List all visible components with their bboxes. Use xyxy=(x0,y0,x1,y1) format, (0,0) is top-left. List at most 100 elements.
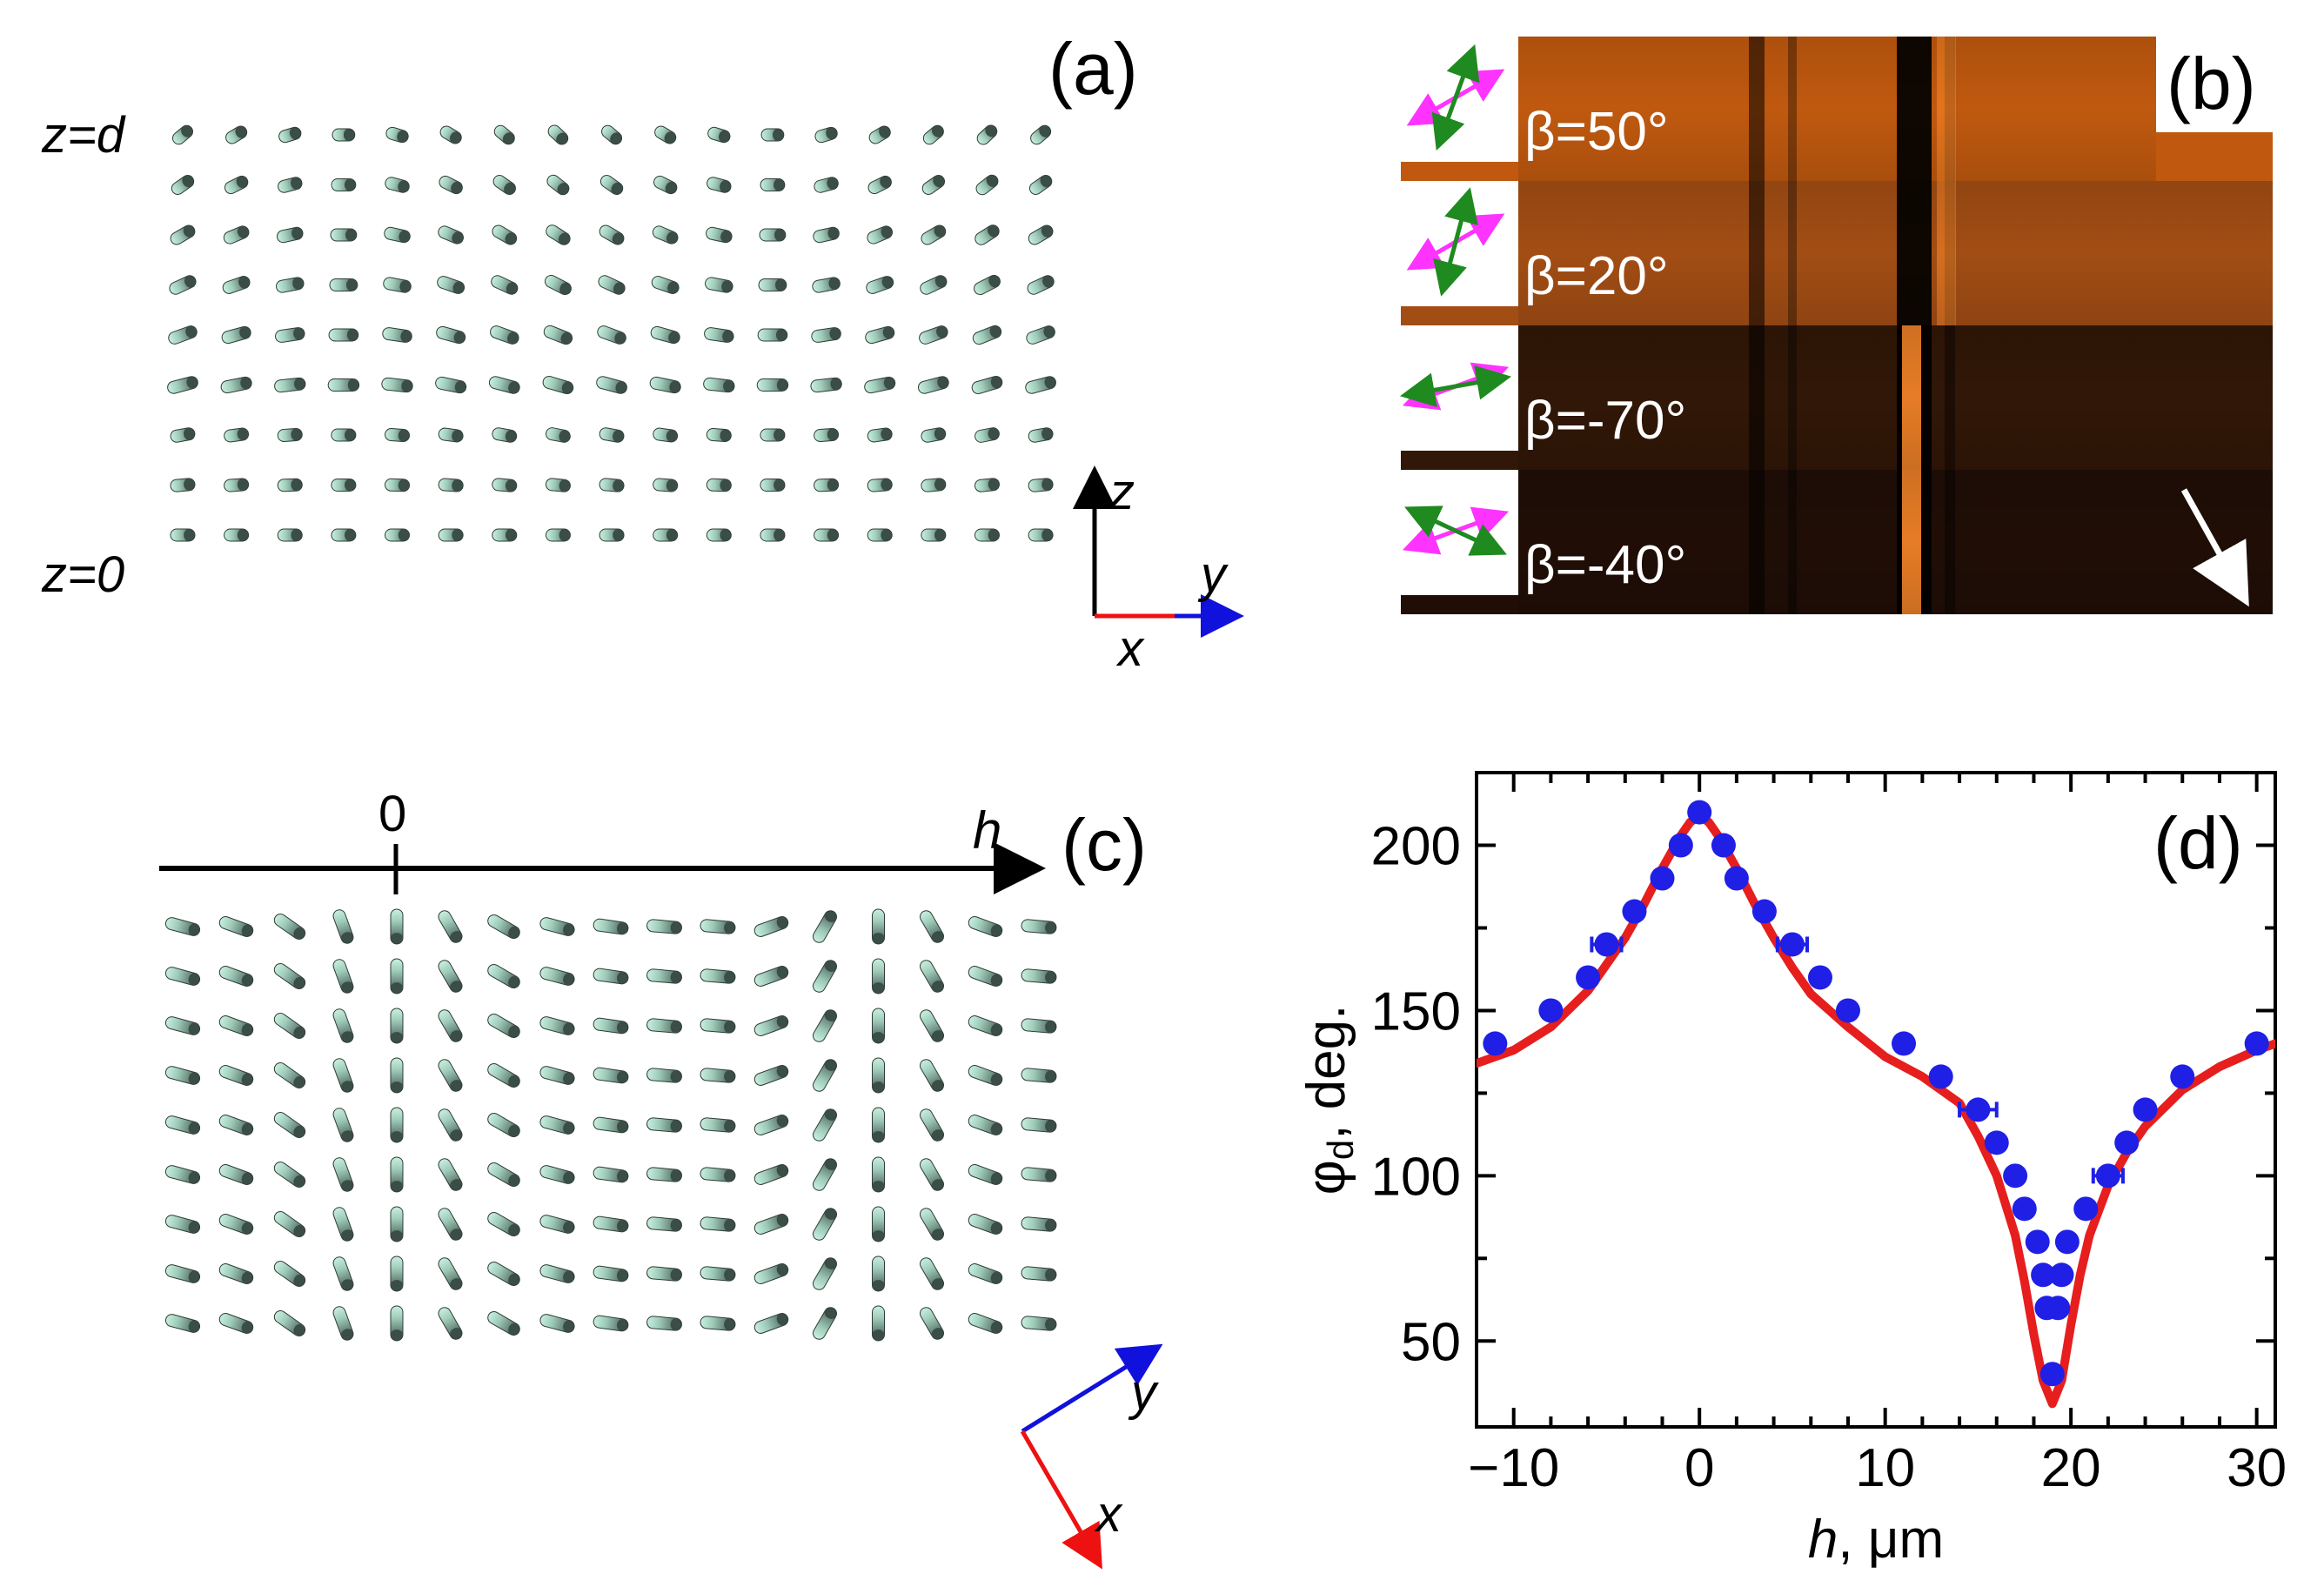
lc-rod xyxy=(599,528,625,542)
lc-rod xyxy=(756,378,789,392)
lc-rod xyxy=(1021,919,1057,934)
lc-rod xyxy=(921,175,946,195)
lc-rod xyxy=(968,966,1003,987)
lc-rod xyxy=(1025,376,1056,394)
lc-rod xyxy=(968,1065,1003,1086)
lc-rod xyxy=(332,1157,354,1192)
beta-label: β=-70° xyxy=(1524,391,1686,451)
data-point xyxy=(2133,1097,2158,1122)
lc-rod xyxy=(539,1215,575,1234)
data-point xyxy=(1622,899,1647,924)
lc-rod xyxy=(707,126,731,144)
lc-rod xyxy=(218,1214,254,1235)
lc-rod xyxy=(546,174,570,196)
lc-rod xyxy=(921,478,947,492)
lc-rod xyxy=(385,126,409,144)
panel-c-label: (c) xyxy=(1062,804,1147,886)
lc-rod xyxy=(813,1009,837,1042)
lc-rod xyxy=(277,478,303,492)
lc-rod xyxy=(438,1257,463,1290)
lc-rod xyxy=(968,1263,1003,1284)
lc-rod xyxy=(545,478,571,492)
lc-rod xyxy=(276,277,305,293)
lc-rod xyxy=(487,1063,520,1088)
lc-rod xyxy=(487,1212,520,1236)
lc-rod xyxy=(653,175,678,195)
lc-rod xyxy=(273,1211,306,1237)
lc-rod xyxy=(706,427,732,443)
panel-d-label: (d) xyxy=(2153,802,2243,884)
lc-rod xyxy=(438,960,463,993)
data-point xyxy=(1483,1031,1508,1056)
lc-rod xyxy=(1028,427,1054,443)
lc-rod xyxy=(920,960,944,993)
lc-rod xyxy=(539,1115,575,1135)
lc-rod xyxy=(593,1215,629,1233)
lc-rod xyxy=(493,124,515,145)
lc-rod xyxy=(700,1316,736,1331)
beta-label: β=50° xyxy=(1524,102,1669,162)
lc-rod xyxy=(921,528,947,542)
lc-rod xyxy=(488,376,520,394)
lc-rod xyxy=(599,175,624,195)
lc-rod xyxy=(278,126,302,144)
lc-rod xyxy=(968,1214,1003,1235)
lc-rod xyxy=(753,916,789,937)
lc-rod xyxy=(487,1262,520,1286)
x-axis-title-unit: , μm xyxy=(1838,1510,1944,1570)
lc-rod xyxy=(539,1314,575,1333)
x-tick-label: 10 xyxy=(1855,1438,1915,1498)
lc-rod xyxy=(974,528,1000,542)
polarizer-arrow xyxy=(1399,365,1512,408)
lc-rod xyxy=(218,1313,254,1334)
lc-rod xyxy=(700,1117,736,1133)
lc-rod xyxy=(1021,1216,1057,1232)
lc-rod xyxy=(753,1214,789,1235)
lc-rod xyxy=(872,1057,885,1094)
lc-rod xyxy=(707,177,732,193)
lc-rod xyxy=(598,275,626,295)
lc-rod xyxy=(331,478,357,492)
lc-rod xyxy=(813,1108,837,1142)
lc-rod xyxy=(1021,1266,1057,1282)
data-point xyxy=(2170,1064,2195,1089)
lc-rod xyxy=(224,427,250,443)
lc-rod xyxy=(920,1257,944,1290)
lc-rod xyxy=(332,1207,354,1242)
lc-rod xyxy=(703,377,735,393)
lc-rod xyxy=(438,1059,463,1092)
lc-rod xyxy=(920,275,948,295)
lc-rod xyxy=(920,1158,944,1191)
lc-rod xyxy=(1026,325,1055,345)
lc-rod xyxy=(814,528,840,542)
lc-rod xyxy=(753,966,789,987)
lc-rod xyxy=(760,177,786,192)
lc-rod xyxy=(813,226,840,244)
lc-rod xyxy=(872,1008,885,1044)
lc-rod xyxy=(491,275,519,295)
lc-rod xyxy=(814,177,839,193)
lc-rod xyxy=(545,274,572,296)
lc-rod xyxy=(593,1265,629,1282)
lc-rod xyxy=(700,1167,736,1182)
lc-rod xyxy=(327,378,360,392)
lc-rod xyxy=(273,1013,306,1039)
lc-rod xyxy=(439,175,463,195)
lc-rod xyxy=(172,124,193,145)
lc-rod xyxy=(922,124,944,145)
lc-rod xyxy=(223,225,250,244)
y-tick-label: 200 xyxy=(1371,817,1461,877)
panel-b-label-box xyxy=(2156,35,2291,132)
lc-rod xyxy=(1027,275,1055,295)
lc-rod xyxy=(390,908,404,945)
lc-rod xyxy=(814,478,840,492)
lc-rod xyxy=(976,124,998,145)
lc-rod xyxy=(968,1115,1003,1135)
lc-rod xyxy=(170,478,196,492)
lc-rod xyxy=(438,427,464,443)
lc-rod xyxy=(164,917,201,936)
lc-rod xyxy=(651,276,680,294)
lc-rod xyxy=(753,1015,789,1036)
lc-rod xyxy=(760,428,786,442)
lc-rod xyxy=(705,277,733,293)
